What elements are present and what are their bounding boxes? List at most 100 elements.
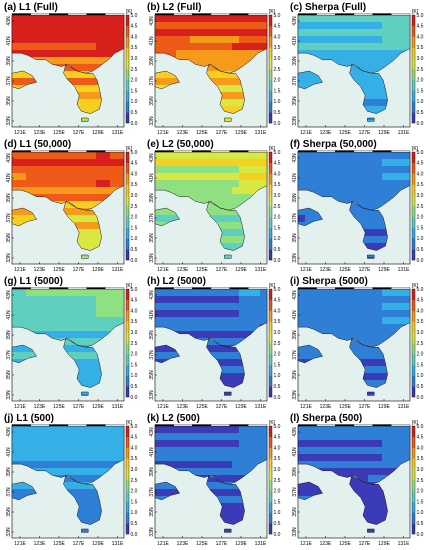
- lat-tick-label: 35N: [149, 233, 155, 243]
- heatmap-cell: [389, 289, 396, 296]
- lat-tick-label: 35N: [292, 233, 298, 243]
- heatmap-cell: [68, 447, 75, 454]
- heatmap-cell: [333, 468, 340, 475]
- heatmap-cell: [340, 152, 347, 159]
- colorbar-tick-label: 1.5: [417, 88, 424, 94]
- heatmap-cell: [75, 208, 82, 215]
- colorbar-tick-label: 0.0: [131, 532, 138, 538]
- heatmap-cell: [176, 433, 183, 440]
- colorbar-swatch: [412, 364, 415, 376]
- heatmap-cell: [260, 36, 267, 43]
- heatmap-cell: [162, 440, 169, 447]
- heatmap-cell: [382, 29, 389, 36]
- heatmap-cell: [218, 85, 225, 92]
- heatmap-cell: [225, 120, 232, 122]
- heatmap-cell: [396, 324, 403, 331]
- heatmap-cell: [312, 180, 319, 187]
- heatmap-cell: [354, 489, 361, 496]
- colorbar-tick-label: 3.5: [274, 45, 281, 51]
- heatmap-cell: [82, 166, 89, 173]
- heatmap-cell: [375, 57, 382, 64]
- heatmap-cell: [375, 373, 382, 380]
- heatmap-cell: [218, 43, 225, 50]
- heatmap-cell: [197, 15, 204, 22]
- heatmap-cell: [225, 338, 232, 345]
- lat-tick-label: 37N: [6, 487, 12, 497]
- heatmap-cell: [54, 50, 61, 57]
- heatmap-cell: [239, 29, 246, 36]
- heatmap-cell: [75, 475, 82, 482]
- heatmap-cell: [96, 159, 103, 166]
- heatmap-cell: [82, 331, 89, 338]
- lat-tick-label: 33N: [292, 253, 298, 263]
- heatmap-cell: [389, 36, 396, 43]
- heatmap-cell: [110, 303, 117, 310]
- heatmap-cell: [225, 352, 232, 359]
- heatmap-cell: [218, 36, 225, 43]
- heatmap-cell: [354, 22, 361, 29]
- colorbar-swatch: [126, 458, 129, 470]
- colorbar-tick-label: 3.0: [131, 193, 138, 199]
- lon-tick-label: 131E: [255, 404, 267, 410]
- lon-tick-label: 127E: [359, 541, 371, 547]
- heatmap-cell: [260, 180, 267, 187]
- heatmap-cell: [375, 159, 382, 166]
- heatmap-cell: [75, 338, 82, 345]
- heatmap-cell: [61, 303, 68, 310]
- coastline: [11, 481, 38, 501]
- heatmap-cell: [169, 36, 176, 43]
- heatmap-cell: [204, 159, 211, 166]
- heatmap-cell: [312, 78, 319, 85]
- heatmap-cell: [40, 426, 47, 433]
- heatmap-cell: [326, 36, 333, 43]
- heatmap-cell: [354, 447, 361, 454]
- heatmap-cell: [239, 36, 246, 43]
- heatmap-cell: [312, 482, 319, 489]
- heatmap-cell: [225, 345, 232, 352]
- heatmap-cell: [232, 489, 239, 496]
- colorbar-tick-label: 3.5: [274, 456, 281, 462]
- heatmap-cell: [211, 187, 218, 194]
- heatmap-cell: [333, 447, 340, 454]
- heatmap-cell: [368, 489, 375, 496]
- heatmap-cell: [19, 208, 26, 215]
- heatmap-cell: [347, 29, 354, 36]
- heatmap-cell: [26, 426, 33, 433]
- heatmap-cell: [204, 43, 211, 50]
- heatmap-cell: [403, 289, 410, 296]
- heatmap-cell: [340, 310, 347, 317]
- heatmap-cell: [162, 426, 169, 433]
- heatmap-cell: [246, 152, 253, 159]
- heatmap-cell: [12, 36, 19, 43]
- heatmap-cell: [12, 440, 19, 447]
- heatmap-cell: [333, 180, 340, 187]
- heatmap-cell: [368, 440, 375, 447]
- heatmap-cell: [68, 310, 75, 317]
- heatmap-cell: [232, 85, 239, 92]
- heatmap-cell: [403, 159, 410, 166]
- colorbar-tick-label: 1.0: [417, 236, 424, 242]
- heatmap-cell: [246, 50, 253, 57]
- heatmap-cell: [239, 433, 246, 440]
- heatmap-cell: [239, 92, 246, 99]
- heatmap-cell: [239, 15, 246, 22]
- colorbar-tick-label: 4.0: [274, 445, 281, 451]
- heatmap-cell: [183, 166, 190, 173]
- colorbar-tick-label: 0.5: [417, 247, 424, 253]
- heatmap-cell: [54, 22, 61, 29]
- heatmap-cell: [197, 22, 204, 29]
- heatmap-cell: [361, 496, 368, 503]
- heatmap-cell: [169, 433, 176, 440]
- heatmap-cell: [54, 43, 61, 50]
- heatmap-cell: [225, 201, 232, 208]
- heatmap-cell: [47, 152, 54, 159]
- frame-segment: [316, 287, 336, 290]
- heatmap-cell: [47, 296, 54, 303]
- heatmap-cell: [204, 194, 211, 201]
- heatmap-cell: [204, 22, 211, 29]
- lat-tick-label: 39N: [6, 56, 12, 66]
- colorbar-tick-label: 5.0: [274, 150, 281, 156]
- heatmap-cell: [47, 433, 54, 440]
- heatmap-cell: [197, 173, 204, 180]
